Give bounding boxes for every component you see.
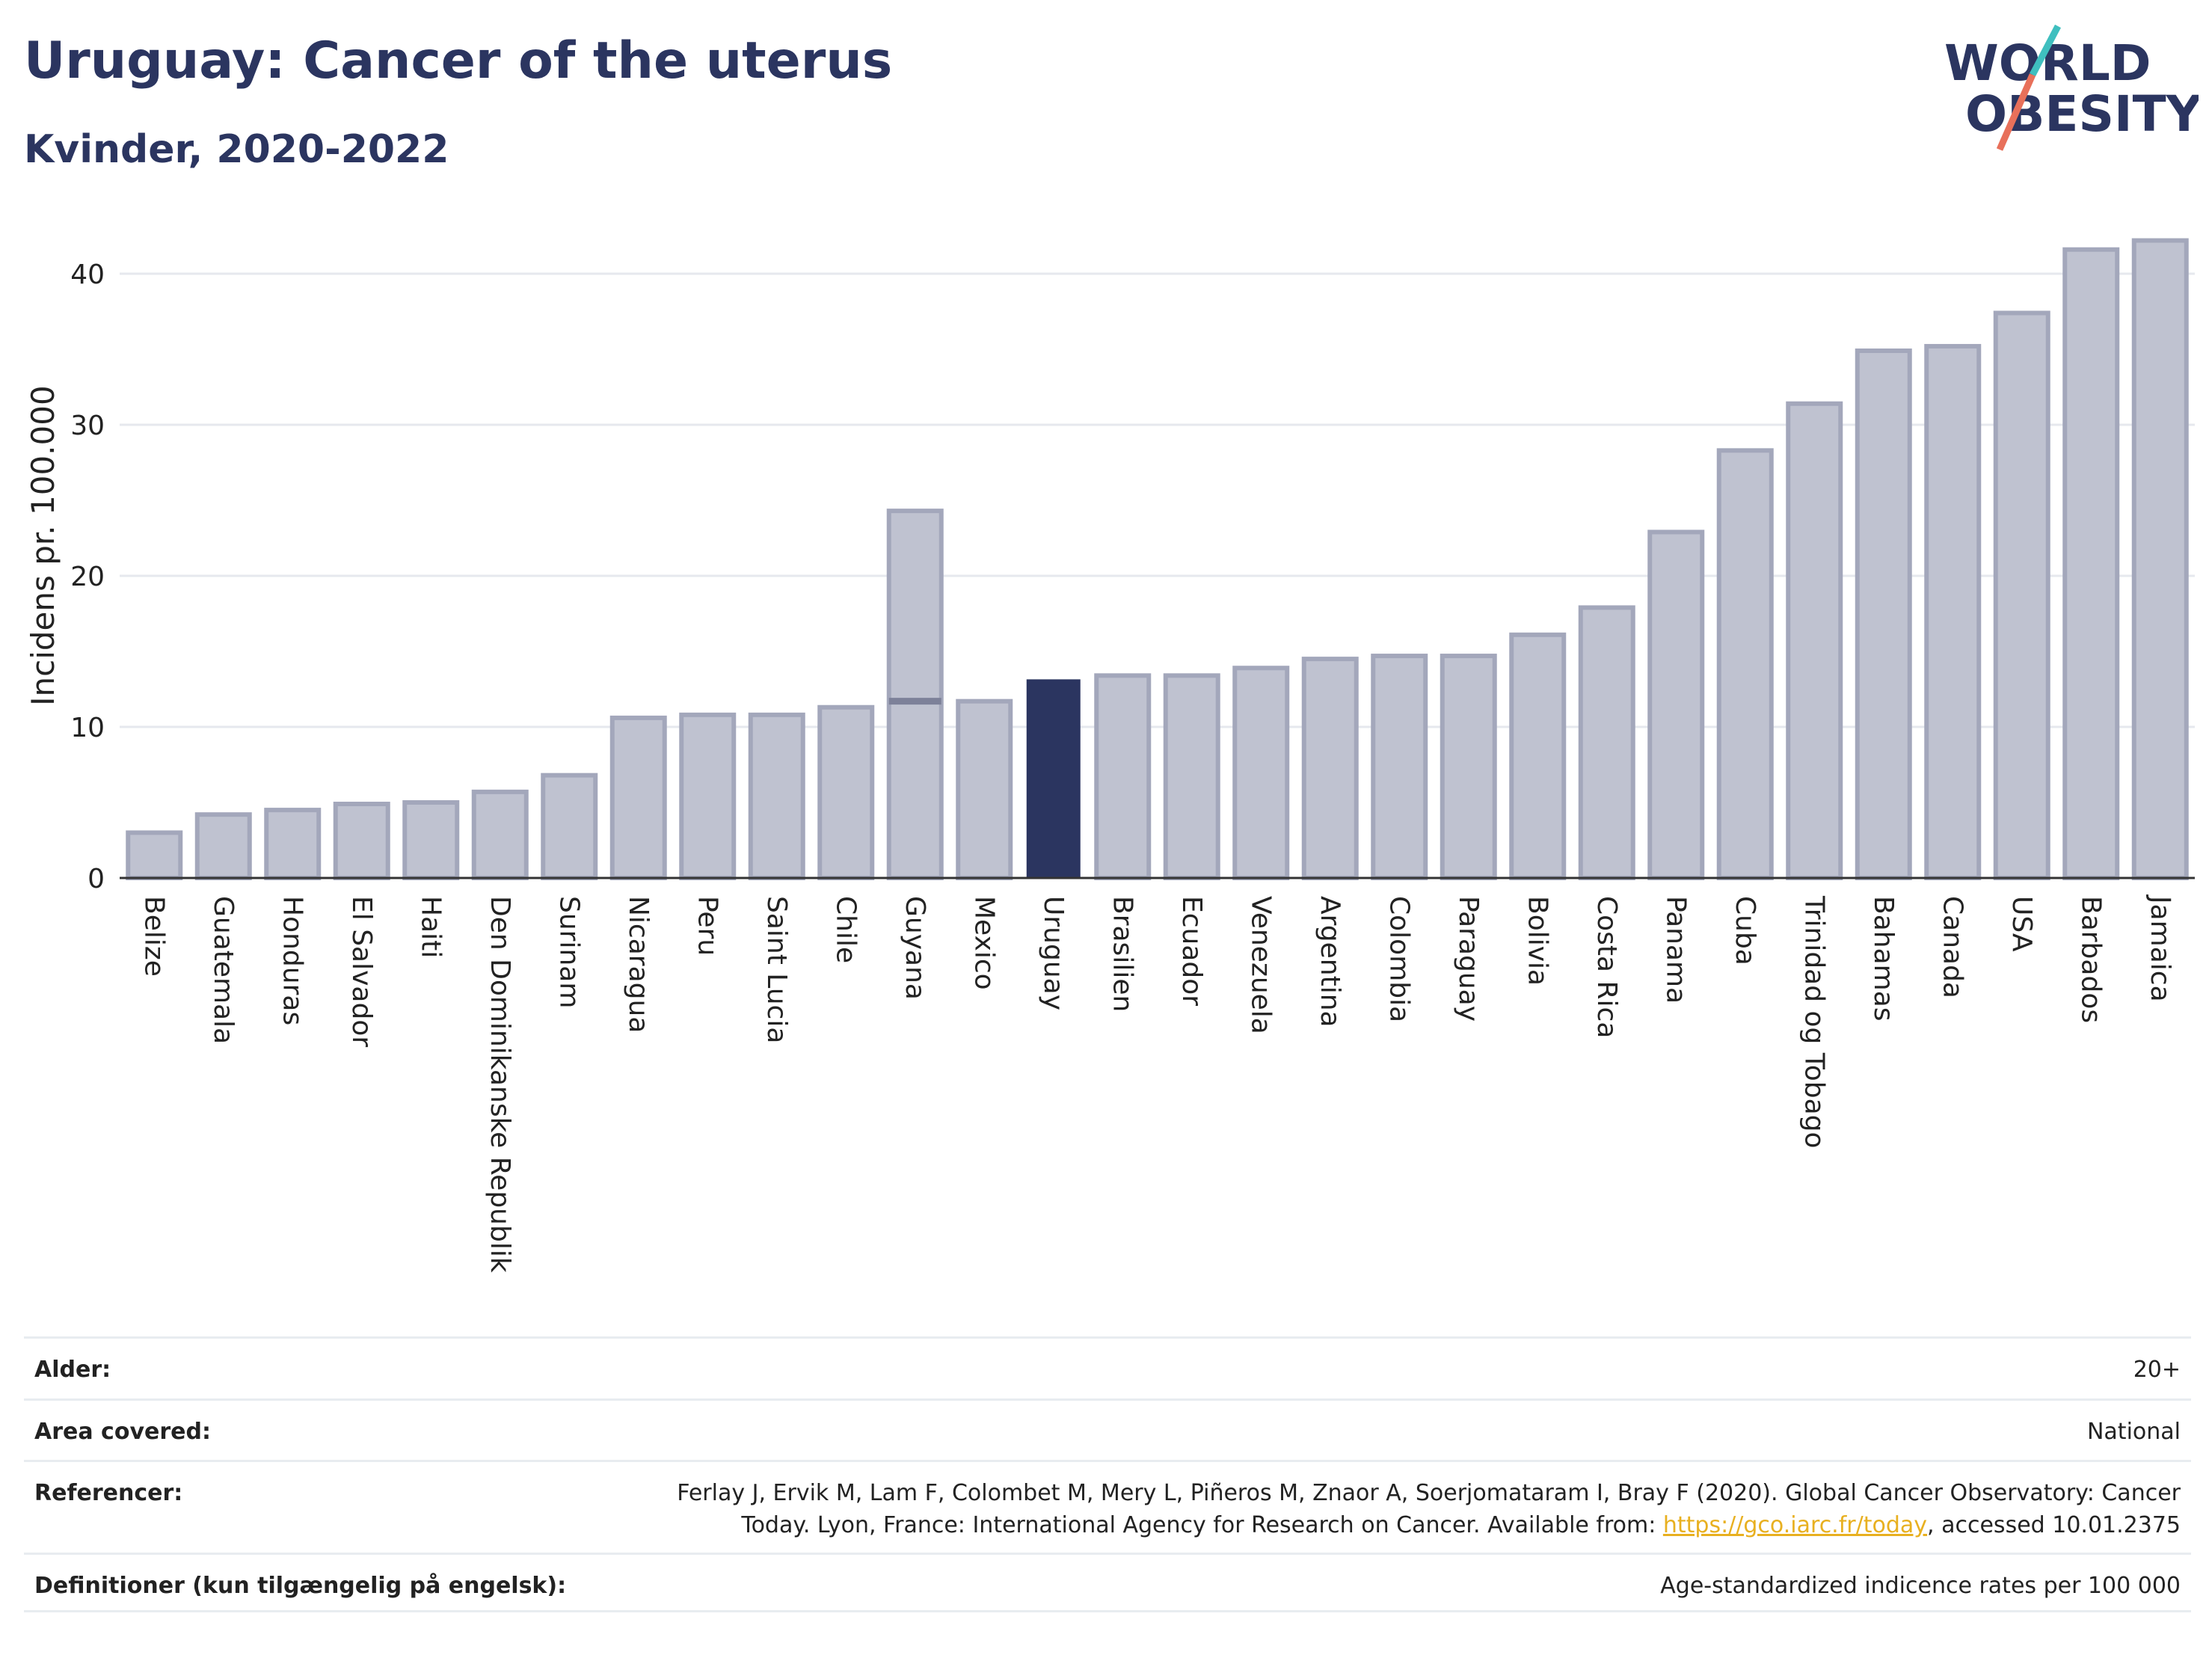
area-value: National <box>2086 1419 2181 1445</box>
x-tick-label: Jamaica <box>2145 894 2175 1002</box>
y-tick-label: 10 <box>70 713 105 743</box>
bar-chile <box>817 704 875 880</box>
x-tick-label: Barbados <box>2075 896 2106 1023</box>
bar-guatemala <box>194 812 252 881</box>
reference-link[interactable]: https://gco.iarc.fr/today <box>1662 1512 1928 1538</box>
bar-saint-lucia <box>748 712 805 881</box>
x-tick-label: Argentina <box>1315 896 1345 1028</box>
x-tick-label: Ecuador <box>1176 896 1207 1006</box>
x-tick-label: Guatemala <box>208 896 239 1044</box>
bar-usa <box>1993 310 2050 880</box>
bar-surinam <box>541 773 598 881</box>
bar-costa-rica <box>1578 605 1635 880</box>
bar-venezuela <box>1232 666 1290 880</box>
y-tick-label: 30 <box>70 411 105 441</box>
bar-honduras <box>264 808 322 880</box>
age-label: Alder: <box>34 1357 111 1383</box>
bar-belize <box>126 830 183 881</box>
x-tick-label: Nicaragua <box>623 896 654 1033</box>
definitions-value: Age-standardized indicence rates per 100… <box>1660 1573 2181 1599</box>
x-tick-label: Belize <box>138 896 169 977</box>
bar-argentina <box>1301 657 1359 880</box>
references-value: Ferlay J, Ervik M, Lam F, Colombet M, Me… <box>677 1477 2181 1541</box>
bar-brasilien <box>1094 673 1152 880</box>
logo-slash-coral <box>1996 73 2036 151</box>
x-tick-label: Surinam <box>553 896 584 1008</box>
area-label: Area covered: <box>34 1419 211 1445</box>
x-tick-label: Brasilien <box>1107 896 1137 1012</box>
bar-bahamas <box>1855 348 1912 880</box>
chart-title: Uruguay: Cancer of the uterus <box>24 31 893 90</box>
x-tick-label: Chile <box>830 896 861 963</box>
x-tick-label: Canada <box>1937 896 1967 998</box>
meta-row-definitions: Definitioner (kun tilgængelig på engelsk… <box>24 1553 2191 1612</box>
reference-text-2: Today. Lyon, France: International Agenc… <box>741 1512 1663 1538</box>
bar-bolivia <box>1509 632 1567 881</box>
definitions-label: Definitioner (kun tilgængelig på engelsk… <box>34 1573 567 1599</box>
bar-ecuador <box>1163 673 1220 880</box>
x-tick-label: Honduras <box>277 896 307 1025</box>
chart-subtitle: Kvinder, 2020-2022 <box>24 127 449 172</box>
x-tick-label: Panama <box>1660 896 1691 1004</box>
x-tick-label: USA <box>2006 896 2037 952</box>
x-tick-label: Guyana <box>900 896 930 1000</box>
meta-row-references: Referencer: Ferlay J, Ervik M, Lam F, Co… <box>24 1460 2191 1553</box>
x-tick-label: Peru <box>692 896 722 956</box>
x-tick-label: Mexico <box>968 896 999 990</box>
y-axis-ticks: 0 10 20 30 40 <box>70 260 105 894</box>
y-axis-label: Incidens pr. 100.000 <box>25 385 61 706</box>
grid-lines <box>120 272 2195 728</box>
logo-slash-teal <box>2030 24 2061 77</box>
age-value: 20+ <box>2133 1357 2181 1383</box>
reference-text-3: , accessed 10.01.2375 <box>1927 1512 2181 1538</box>
x-tick-label: Saint Lucia <box>761 896 792 1043</box>
x-tick-label: El Salvador <box>346 896 377 1047</box>
bars <box>126 238 2189 881</box>
metadata-table: Alder: 20+ Area covered: National Refere… <box>24 1336 2191 1612</box>
meta-row-age: Alder: 20+ <box>24 1336 2191 1398</box>
x-tick-label: Haiti <box>415 896 446 958</box>
y-tick-label: 0 <box>87 864 105 894</box>
x-tick-label: Colombia <box>1383 896 1414 1022</box>
bar-mexico <box>956 698 1013 880</box>
bar-guyana <box>886 509 944 880</box>
x-tick-label: Cuba <box>1730 896 1760 965</box>
x-axis-labels: Belize Guatemala Honduras El Salvador Haiti D… <box>138 894 2175 1273</box>
world-obesity-logo: WORLD OBESITY <box>1944 24 2199 151</box>
bar-cuba <box>1716 448 1774 880</box>
x-tick-label: Bolivia <box>1522 896 1552 986</box>
x-tick-label: Trinidad og Tobago <box>1798 895 1829 1149</box>
x-tick-label: Den Dominikanske Republik <box>485 896 515 1273</box>
x-tick-label: Paraguay <box>1453 896 1484 1022</box>
x-tick-label: Venezuela <box>1245 896 1276 1034</box>
bar-colombia <box>1371 654 1428 880</box>
bar-jamaica <box>2131 238 2189 880</box>
x-tick-label: Uruguay <box>1038 896 1069 1010</box>
reference-text-1: Ferlay J, Ervik M, Lam F, Colombet M, Me… <box>677 1480 2181 1506</box>
bar-uruguay <box>1026 679 1081 879</box>
bar-canada <box>1924 343 1982 880</box>
bar-haiti <box>402 800 460 880</box>
y-tick-label: 40 <box>70 260 105 290</box>
x-tick-label: Costa Rica <box>1591 896 1622 1038</box>
bar-paraguay <box>1440 654 1497 880</box>
x-tick-label: Bahamas <box>1868 896 1899 1022</box>
meta-row-area: Area covered: National <box>24 1398 2191 1460</box>
bar-barbados <box>2062 247 2120 880</box>
references-label: Referencer: <box>34 1480 183 1506</box>
y-tick-label: 20 <box>70 562 105 592</box>
bar-el-salvador <box>333 802 390 881</box>
bar-trinidad-og-tobago <box>1786 401 1843 880</box>
bar-chart: 0 10 20 30 40 Belize Guatemala Honduras El Salv… <box>25 238 2195 1273</box>
bar-panama <box>1647 529 1705 880</box>
bar-den-dominikanske-republik <box>471 789 529 880</box>
bar-peru <box>679 712 737 881</box>
bar-nicaragua <box>609 715 667 880</box>
